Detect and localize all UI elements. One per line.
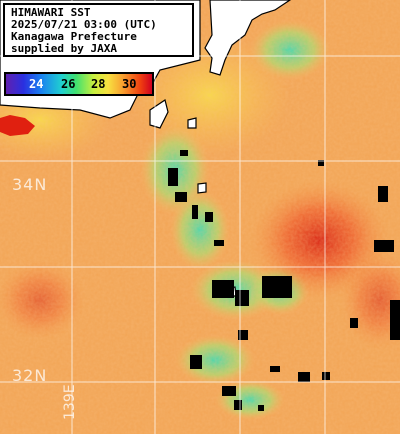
hot-bay-strip [0, 115, 35, 136]
title-box: HIMAWARI SST 2025/07/21 03:00 (UTC) Kana… [3, 3, 194, 57]
small-island [187, 117, 197, 129]
title-credit: supplied by JAXA [11, 42, 117, 55]
color-bar: 24 26 28 30 [4, 72, 154, 96]
color-bar-gradient [6, 74, 152, 94]
cloud-mask [168, 150, 400, 411]
color-bar-tick-24: 24 [29, 77, 44, 91]
color-bar-tick-28: 28 [91, 77, 106, 91]
title-source: HIMAWARI SST [11, 6, 91, 19]
longitude-label-139e: 139E [62, 384, 78, 420]
color-bar-tick-26: 26 [61, 77, 76, 91]
title-region: Kanagawa Prefecture [11, 30, 137, 43]
title-timestamp: 2025/07/21 03:00 (UTC) [11, 18, 157, 31]
latitude-label-34n: 34N [12, 175, 48, 194]
islet-1 [197, 182, 207, 194]
color-bar-tick-30: 30 [122, 77, 137, 91]
latitude-label-32n: 32N [12, 366, 48, 385]
